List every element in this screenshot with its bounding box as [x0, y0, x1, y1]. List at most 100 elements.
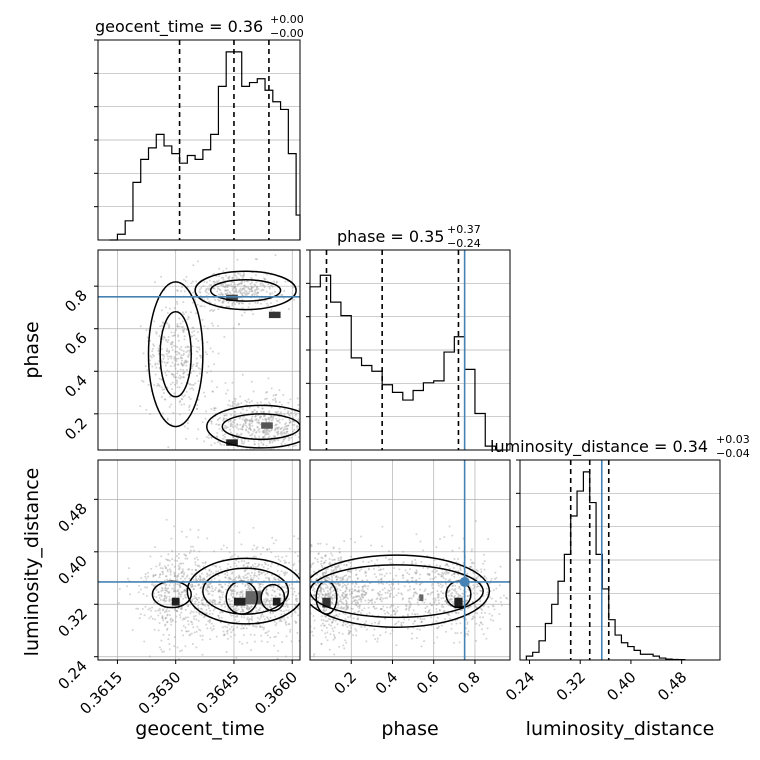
sample-point [206, 287, 209, 290]
sample-point [188, 383, 191, 386]
sample-point [223, 417, 226, 420]
sample-point [233, 414, 236, 417]
sample-point [258, 430, 261, 433]
sample-point [180, 359, 183, 362]
sample-point [302, 622, 304, 624]
sample-point [245, 607, 248, 610]
sample-point [252, 292, 255, 295]
sample-point [434, 597, 437, 600]
sample-point [338, 631, 341, 634]
sample-point [250, 400, 253, 403]
sample-point [151, 583, 154, 586]
sample-point [483, 568, 486, 571]
sample-point [259, 585, 262, 588]
sample-point [271, 285, 274, 288]
sample-point [483, 575, 486, 578]
sample-point [437, 593, 440, 596]
sample-point [229, 566, 232, 569]
sample-point [477, 575, 480, 578]
sample-point [242, 627, 245, 630]
sample-point [201, 421, 204, 424]
sample-point [488, 596, 491, 599]
sample-point [377, 579, 380, 582]
sample-point [170, 623, 173, 626]
sample-point [253, 289, 256, 292]
sample-point [234, 618, 237, 621]
sample-point [285, 425, 288, 428]
sample-point [238, 620, 241, 623]
sample-point [373, 563, 376, 566]
sample-point [205, 289, 208, 292]
sample-point [311, 408, 313, 410]
sample-point [262, 439, 265, 442]
sample-point [182, 573, 185, 576]
sample-point [195, 280, 198, 283]
sample-point [265, 429, 268, 432]
sample-point [303, 283, 305, 285]
sample-point [234, 414, 237, 417]
sample-point [344, 593, 347, 596]
sample-point [239, 578, 242, 581]
sample-point [367, 585, 370, 588]
sample-point [267, 417, 270, 420]
sample-point [345, 574, 348, 577]
sample-point [357, 617, 360, 620]
sample-point [413, 587, 416, 590]
sample-point [186, 318, 189, 321]
sample-point [323, 610, 326, 613]
sample-point [178, 593, 181, 596]
sample-point [469, 558, 472, 561]
sample-point [287, 445, 290, 448]
sample-point [199, 587, 202, 590]
sample-point [224, 605, 227, 608]
sample-point [322, 608, 325, 611]
sample-point [159, 612, 162, 615]
sample-point [465, 599, 468, 602]
sample-point [364, 572, 367, 575]
sample-point [184, 590, 187, 593]
sample-point [164, 398, 167, 401]
sample-point [356, 577, 359, 580]
sample-point [265, 599, 268, 602]
sample-point [187, 315, 190, 318]
sample-point [436, 626, 439, 629]
sample-point [461, 608, 464, 611]
sample-point [171, 587, 174, 590]
sample-point [252, 526, 255, 529]
sample-point [363, 625, 366, 628]
sample-point [270, 585, 273, 588]
sample-point [217, 590, 220, 593]
sample-point [186, 427, 189, 430]
sample-point [348, 590, 351, 593]
sample-point [282, 572, 285, 575]
sample-point [253, 633, 256, 636]
sample-point [173, 589, 176, 592]
sample-point [214, 407, 217, 410]
sample-point [189, 528, 192, 531]
sample-point [324, 568, 327, 571]
sample-point [445, 630, 448, 633]
sample-point [283, 574, 286, 577]
sample-point [331, 598, 334, 601]
sample-point [239, 610, 242, 613]
sample-point [161, 609, 164, 612]
sample-point [259, 302, 262, 305]
sample-point [180, 363, 183, 366]
sample-point [194, 382, 197, 385]
sample-point [213, 309, 216, 312]
sample-point [185, 360, 188, 363]
sample-point [470, 618, 473, 621]
sample-point [212, 324, 215, 327]
sample-point [431, 582, 434, 585]
sample-point [181, 398, 184, 401]
x-tick-label: 0.24 [502, 668, 538, 704]
sample-point [331, 602, 334, 605]
sample-point [324, 592, 327, 595]
sample-point [165, 599, 168, 602]
sample-point [294, 434, 297, 437]
sample-point [157, 629, 160, 632]
sample-point [248, 426, 251, 429]
sample-point [411, 560, 414, 563]
sample-point [266, 617, 269, 620]
sample-point [318, 595, 321, 598]
